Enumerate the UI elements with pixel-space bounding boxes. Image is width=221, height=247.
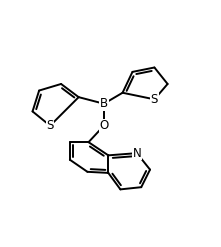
Text: N: N [132, 147, 141, 160]
Text: S: S [151, 93, 158, 106]
Text: O: O [99, 119, 109, 132]
Text: S: S [46, 119, 54, 132]
Text: B: B [100, 97, 108, 110]
